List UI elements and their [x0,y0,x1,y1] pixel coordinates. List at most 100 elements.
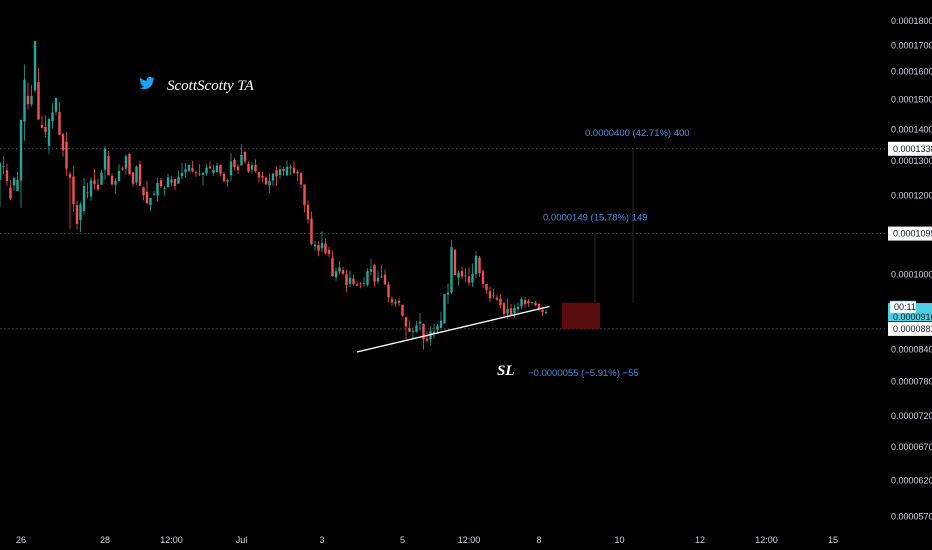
candle-body [313,244,317,247]
candle-body [492,295,495,297]
candle-body [138,164,142,186]
target-measure-label: 0.0000400 (42.71%) 400 [585,128,690,139]
y-tick-label: 0.0000620 [891,475,932,485]
current-price-label: 0.0000916 [893,312,932,322]
candle-body [23,79,26,122]
candle-body [226,180,229,182]
countdown-box [889,300,917,314]
candle-body [222,173,226,182]
candle-body [362,282,366,284]
candle-body [299,172,303,185]
candle-body [439,320,443,328]
candle-body [194,172,198,174]
candle-body [289,167,292,169]
candle-body [282,168,285,172]
stop-loss-text: SL [497,363,515,379]
candle-body [68,173,72,178]
y-tick-label: 0.0000780 [891,376,932,386]
candle-body [166,177,170,188]
x-tick-label: 12 [695,535,705,545]
candle-body [341,269,345,274]
candle-body [457,272,460,278]
candle-body [285,166,289,176]
candle-body [415,325,418,332]
candle-body [394,301,397,304]
candle-body [317,245,320,251]
candle-body [467,276,471,283]
candle-body [516,306,520,310]
price-axis[interactable]: 0.0001800 0.0001700 0.0001600 0.0001500 0.00… [888,16,932,522]
candle-body [100,172,103,185]
y-tick-label: 0.0000570 [891,512,932,522]
candle-body [348,277,352,284]
y-tick-label: 0.0001300 [891,156,932,166]
candle-body [436,325,439,330]
candle-body [474,255,478,274]
candle-body [387,284,390,298]
candle-body [460,270,464,277]
candle-body [184,169,187,173]
candle-body [173,179,177,187]
candle-body [191,168,194,172]
candle-body [79,204,82,221]
candle-body [429,331,432,340]
candle-body [397,300,401,303]
candle-body [58,112,61,135]
candle-body [271,173,275,181]
candle-body [537,303,541,309]
candlestick-series [0,41,548,350]
candle-body [198,173,201,175]
candle-body [352,278,355,284]
candle-body [478,257,481,273]
candle-body [450,247,453,293]
candle-body [12,178,16,186]
candle-body [369,269,373,272]
candle-body [292,167,296,173]
candle-body [359,283,362,285]
brand-name: ScottScotty TA [167,78,255,94]
candle-body [187,164,191,172]
candle-body [264,177,268,185]
y-tick-label: 0.0001500 [891,95,932,105]
candle-body [61,134,65,151]
price-level-lines [0,148,885,330]
candle-body [523,300,527,305]
candle-body [236,166,240,170]
candle-body [163,187,166,189]
twitter-bird-icon [139,76,155,90]
candle-body [390,299,394,303]
time-axis[interactable]: 26 28 12:00 Jul 3 5 12:00 8 10 12 12:00 15 [16,535,838,545]
candle-body [261,176,264,178]
drawing-tools: SL −0.0000055 (−5.91%) −55 0.0000400 (42.7… [356,128,690,379]
candle-body [124,156,128,169]
candle-body [334,271,338,278]
candle-body [464,275,467,277]
candle-body [541,309,544,313]
candle-body [0,162,2,180]
candle-body [366,271,369,285]
candle-body [5,170,9,181]
candle-body [303,184,306,206]
candle-body [499,298,502,306]
candle-body [121,168,124,170]
candle-body [376,277,380,282]
candle-body [37,82,40,120]
candle-body [82,186,86,212]
candle-body [544,312,548,314]
x-tick-label: Jul [236,535,248,545]
candle-body [320,243,324,249]
candle-body [495,297,499,300]
x-tick-label: 12:00 [755,535,778,545]
candle-body [96,184,100,190]
candle-body [443,294,446,324]
x-tick-label: 15 [828,535,838,545]
candle-body [110,176,114,185]
y-tick-label: 0.0000670 [891,442,932,452]
candle-body [331,257,334,276]
candle-body [33,41,37,91]
candle-body [327,249,331,254]
price-level-tag [888,141,932,156]
candle-body [180,172,184,177]
candle-body [432,331,436,335]
